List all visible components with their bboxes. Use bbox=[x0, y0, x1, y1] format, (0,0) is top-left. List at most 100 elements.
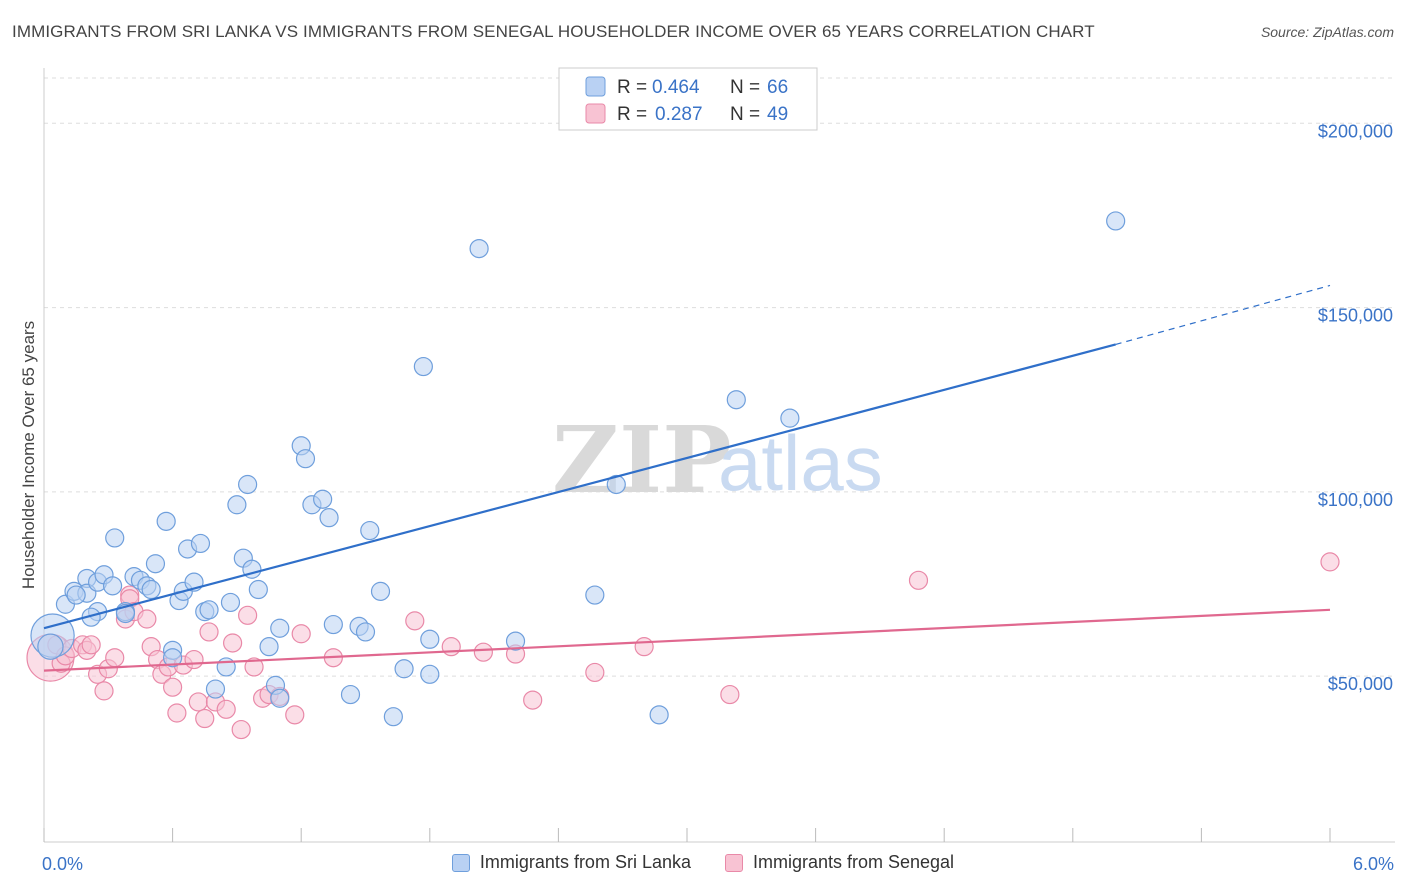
senegal-point-16 bbox=[137, 609, 157, 629]
senegal-point-42 bbox=[473, 642, 493, 662]
sri-lanka-point-45 bbox=[355, 622, 376, 642]
gridlines bbox=[44, 77, 1395, 677]
sri-lanka-point-59 bbox=[780, 408, 800, 428]
sri-lanka-point-51 bbox=[420, 629, 440, 649]
senegal-point-47 bbox=[720, 684, 740, 705]
senegal-point-40 bbox=[405, 611, 425, 631]
y-tick-label-3: $200,000 bbox=[1318, 121, 1393, 141]
trend-lines bbox=[43, 284, 1331, 672]
sri-lanka-points bbox=[30, 211, 1126, 727]
sri-lanka-point-25 bbox=[199, 600, 219, 620]
senegal-point-29 bbox=[216, 699, 236, 719]
senegal-point-45 bbox=[585, 662, 605, 683]
sri-lanka-point-33 bbox=[248, 579, 268, 600]
sri-lanka-point-23 bbox=[190, 533, 211, 554]
legend-n-label-2: N = bbox=[730, 104, 760, 125]
senegal-point-27 bbox=[199, 622, 219, 642]
sri-lanka-point-47 bbox=[370, 581, 391, 601]
senegal-point-11 bbox=[105, 648, 125, 668]
y-tick-label-1: $100,000 bbox=[1318, 490, 1393, 510]
sri-lanka-point-62 bbox=[163, 648, 183, 668]
watermark-zip: ZIP bbox=[552, 406, 731, 514]
watermark-atlas: atlas bbox=[718, 419, 883, 507]
sri-lanka-point-26 bbox=[205, 679, 226, 699]
x-ticks bbox=[43, 828, 1331, 842]
legend-n-value-1: 66 bbox=[767, 77, 788, 98]
chart-source: Source: ZipAtlas.com bbox=[1260, 24, 1394, 40]
bottom-legend-item-senegal: Immigrants from Senegal bbox=[724, 852, 955, 873]
sri-lanka-point-40 bbox=[313, 489, 333, 509]
sri-lanka-point-56 bbox=[606, 474, 626, 495]
senegal-point-37 bbox=[285, 705, 305, 725]
y-axis-label: Householder Income Over 65 years bbox=[19, 321, 38, 589]
legend-r-label-1: R = bbox=[617, 77, 647, 98]
sri-lanka-point-36 bbox=[270, 688, 290, 708]
bottom-legend-label-senegal: Immigrants from Senegal bbox=[752, 852, 955, 872]
senegal-point-49 bbox=[1320, 552, 1340, 572]
sri-lanka-point-31 bbox=[238, 474, 258, 495]
sri-lanka-point-17 bbox=[156, 511, 176, 531]
sri-lanka-point-58 bbox=[726, 390, 746, 410]
legend-n-label-1: N = bbox=[730, 77, 760, 98]
bottom-legend-label-sri-lanka: Immigrants from Sri Lanka bbox=[479, 852, 691, 872]
y-tick-label-2: $150,000 bbox=[1318, 306, 1393, 326]
legend-r-label-2: R = bbox=[617, 104, 647, 125]
sri-lanka-point-41 bbox=[319, 508, 339, 528]
y-tick-label-0: $50,000 bbox=[1328, 674, 1393, 694]
sri-lanka-point-57 bbox=[649, 705, 669, 725]
legend-swatch-sri-lanka bbox=[585, 76, 606, 97]
sri-lanka-point-49 bbox=[394, 659, 414, 679]
senegal-point-38 bbox=[291, 624, 311, 644]
sri-lanka-point-10 bbox=[105, 528, 125, 548]
senegal-point-31 bbox=[231, 719, 251, 740]
senegal-point-30 bbox=[223, 633, 243, 653]
sri-lanka-point-9 bbox=[102, 576, 123, 596]
sri-lanka-point-29 bbox=[227, 495, 247, 515]
senegal-point-41 bbox=[441, 637, 461, 657]
axes bbox=[43, 68, 1395, 843]
senegal-point-24 bbox=[184, 649, 204, 670]
senegal-point-32 bbox=[238, 605, 258, 625]
legend-r-value-2: 0.287 bbox=[655, 104, 703, 125]
sri-lanka-point-54 bbox=[469, 239, 489, 259]
sri-lanka-point-53 bbox=[505, 631, 526, 651]
sri-lanka-point-1 bbox=[37, 633, 64, 660]
sri-lanka-point-34 bbox=[259, 637, 279, 657]
sri-lanka-point-43 bbox=[340, 684, 361, 705]
sri-lanka-point-16 bbox=[145, 554, 166, 574]
sri-lanka-point-28 bbox=[220, 592, 241, 613]
senegal-point-9 bbox=[94, 681, 114, 701]
senegal-trend-line bbox=[43, 608, 1331, 672]
sri-lanka-point-55 bbox=[585, 585, 605, 605]
senegal-point-46 bbox=[634, 637, 654, 657]
sri-lanka-point-65 bbox=[66, 585, 86, 605]
sri-lanka-trend-line bbox=[43, 343, 1116, 630]
sri-lanka-point-48 bbox=[383, 707, 403, 727]
chart-title: IMMIGRANTS FROM SRI LANKA VS IMMIGRANTS … bbox=[12, 22, 1095, 41]
senegal-point-33 bbox=[244, 657, 264, 677]
senegal-point-21 bbox=[163, 677, 183, 697]
sri-lanka-point-38 bbox=[295, 449, 316, 469]
legend-swatch-senegal bbox=[585, 103, 606, 124]
sri-lanka-point-52 bbox=[420, 664, 440, 684]
legend-r-value-1: 0.464 bbox=[652, 77, 700, 98]
bottom-legend-swatch-sri-lanka bbox=[451, 853, 470, 872]
watermark: ZIP atlas bbox=[552, 406, 883, 514]
senegal-point-22 bbox=[167, 703, 187, 723]
sri-lanka-point-60 bbox=[1106, 211, 1126, 231]
sri-lanka-point-42 bbox=[323, 614, 343, 635]
senegal-point-26 bbox=[195, 708, 215, 729]
bottom-legend-item-sri-lanka: Immigrants from Sri Lanka bbox=[451, 852, 691, 873]
sri-lanka-point-64 bbox=[270, 618, 290, 638]
x-tick-label-min: 0.0% bbox=[42, 854, 83, 874]
y-tick-labels: $50,000 $100,000 $150,000 $200,000 bbox=[1318, 121, 1393, 694]
legend-n-value-2: 49 bbox=[767, 104, 788, 125]
senegal-point-44 bbox=[523, 690, 543, 710]
bottom-legend-swatch-senegal bbox=[724, 853, 743, 872]
senegal-point-48 bbox=[908, 570, 929, 590]
x-tick-label-max: 6.0% bbox=[1353, 854, 1394, 874]
sri-lanka-point-46 bbox=[360, 520, 380, 541]
legend-box: R = 0.464 N = 66 R = 0.287 N = 49 bbox=[558, 67, 818, 131]
sri-lanka-point-50 bbox=[413, 356, 433, 377]
